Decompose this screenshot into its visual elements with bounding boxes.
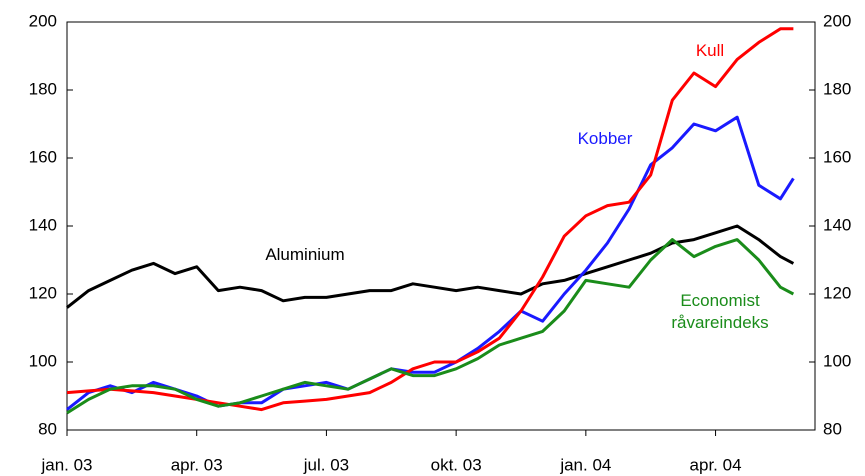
line-series: [66, 27, 794, 412]
y2-tick-label: 180: [823, 79, 851, 98]
y2-tick-label: 160: [823, 147, 851, 166]
y-tick-label: 200: [29, 11, 57, 30]
y2-tick-label: 120: [823, 283, 851, 302]
line-series: [66, 224, 795, 309]
y-tick-label: 160: [29, 147, 57, 166]
series-label: Aluminium: [265, 245, 345, 264]
y2-tick-label: 80: [823, 419, 842, 438]
x-tick-label: apr. 04: [690, 455, 742, 474]
x-tick-label: apr. 03: [171, 455, 223, 474]
y-tick-label: 180: [29, 79, 57, 98]
x-tick-label: okt. 03: [431, 455, 482, 474]
series-label: Kobber: [577, 129, 633, 148]
x-tick-label: jan. 03: [40, 455, 92, 474]
line-series: [66, 115, 795, 411]
y-tick-label: 100: [29, 351, 57, 370]
y2-tick-label: 140: [823, 215, 851, 234]
series-label: Kull: [695, 41, 725, 60]
y2-tick-label: 200: [823, 11, 851, 30]
line-series: [66, 238, 795, 415]
x-tick-label: jul. 03: [303, 455, 349, 474]
y2-tick-label: 100: [823, 351, 851, 370]
y-tick-label: 80: [38, 419, 57, 438]
y-tick-label: 140: [29, 215, 57, 234]
series-label: Economist råvareindeks: [671, 291, 769, 332]
y-tick-label: 120: [29, 283, 57, 302]
x-tick-label: jan. 04: [559, 455, 611, 474]
